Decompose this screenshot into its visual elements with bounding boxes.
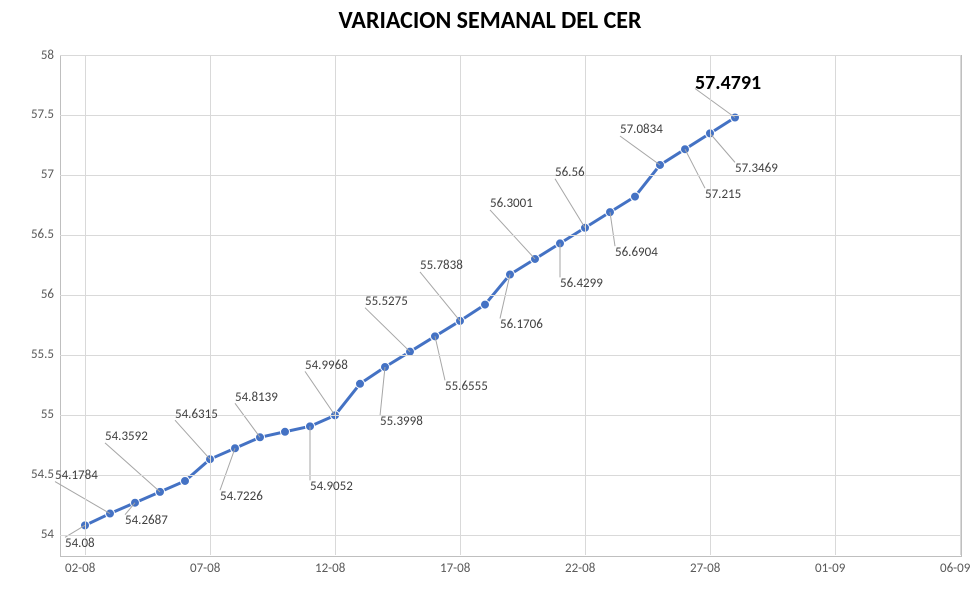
- data-label: 54.1784: [55, 469, 98, 482]
- leader-line: [610, 212, 615, 246]
- gridline-vertical: [585, 55, 586, 555]
- leader-line: [710, 133, 735, 162]
- gridline-vertical: [960, 55, 961, 555]
- x-axis-label: 06-09: [940, 561, 970, 576]
- data-label: 56.6904: [615, 246, 658, 259]
- series-marker: [281, 427, 290, 436]
- y-axis-label: 57: [41, 167, 54, 182]
- leader-line: [105, 443, 160, 492]
- data-label: 57.215: [705, 188, 741, 201]
- series-marker: [181, 476, 190, 485]
- x-axis-label: 12-08: [315, 561, 345, 576]
- x-axis-label: 22-08: [565, 561, 595, 576]
- x-axis-label: 02-08: [65, 561, 95, 576]
- leader-line: [235, 403, 260, 437]
- y-axis-label: 58: [41, 48, 54, 63]
- gridline-horizontal: [60, 535, 960, 536]
- leader-line: [380, 367, 385, 416]
- data-label: 54.2687: [125, 514, 168, 527]
- y-axis-label: 54.5: [31, 467, 54, 482]
- data-label: 54.7226: [220, 490, 263, 503]
- data-label: 55.6555: [445, 380, 488, 393]
- series-marker: [356, 379, 365, 388]
- data-label: 54.8139: [235, 391, 278, 404]
- data-label: 55.7838: [420, 259, 463, 272]
- y-axis-label: 55.5: [31, 347, 54, 362]
- gridline-vertical: [460, 55, 461, 555]
- leader-line: [685, 149, 705, 188]
- series-line: [85, 118, 735, 526]
- data-label: 54.9052: [310, 480, 353, 493]
- gridline-vertical: [210, 55, 211, 555]
- series-marker: [481, 300, 490, 309]
- x-axis-label: 01-09: [815, 561, 845, 576]
- data-label: 56.3001: [490, 197, 533, 210]
- data-label: 57.0834: [620, 123, 663, 136]
- y-axis-label: 55: [41, 407, 54, 422]
- gridline-horizontal: [60, 175, 960, 176]
- y-axis-label: 56: [41, 287, 54, 302]
- leader-line: [420, 272, 460, 321]
- data-label: 55.5275: [365, 295, 408, 308]
- data-label: 55.3998: [380, 415, 423, 428]
- data-label: 56.1706: [500, 318, 543, 331]
- leader-line: [175, 420, 210, 459]
- leader-line: [435, 336, 445, 380]
- gridline-horizontal: [60, 295, 960, 296]
- data-label: 54.9968: [305, 359, 348, 372]
- gridline-horizontal: [60, 475, 960, 476]
- gridline-horizontal: [60, 55, 960, 56]
- gridline-horizontal: [60, 355, 960, 356]
- leader-line: [55, 482, 110, 514]
- leader-line: [365, 308, 410, 352]
- data-label: 56.56: [555, 166, 585, 179]
- y-axis-label: 56.5: [31, 227, 54, 242]
- x-axis-label: 27-08: [690, 561, 720, 576]
- gridline-horizontal: [60, 115, 960, 116]
- x-axis-label: 07-08: [190, 561, 220, 576]
- chart-container: { "chart": { "type": "line", "title": "V…: [0, 0, 980, 604]
- data-label: 54.6315: [175, 408, 218, 421]
- data-label: 54.08: [65, 537, 95, 550]
- x-axis-label: 17-08: [440, 561, 470, 576]
- y-axis-label: 57.5: [31, 107, 54, 122]
- series-marker: [631, 192, 640, 201]
- y-axis-label: 54: [41, 527, 54, 542]
- leader-line: [305, 371, 335, 415]
- gridline-horizontal: [60, 235, 960, 236]
- data-label: 56.4299: [560, 277, 603, 290]
- gridline-vertical: [710, 55, 711, 555]
- data-label: 57.3469: [735, 162, 778, 175]
- data-label-last: 57.4791: [695, 73, 761, 93]
- data-label: 54.3592: [105, 430, 148, 443]
- gridline-vertical: [835, 55, 836, 555]
- leader-line: [620, 136, 660, 165]
- leader-line: [555, 179, 585, 228]
